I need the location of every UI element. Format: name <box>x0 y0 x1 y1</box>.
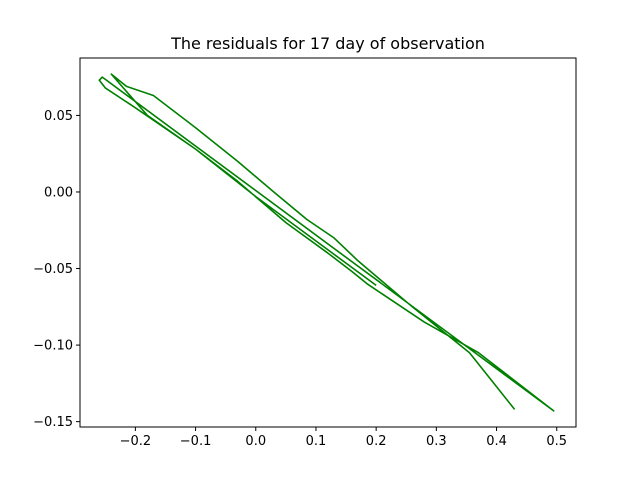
x-tick-label: 0.1 <box>306 434 327 449</box>
x-tick-label: −0.1 <box>180 434 212 449</box>
y-tick-label: 0.00 <box>44 185 73 200</box>
chart-title: The residuals for 17 day of observation <box>170 34 485 53</box>
y-tick-label: −0.10 <box>33 339 73 354</box>
y-tick-label: 0.05 <box>44 109 73 124</box>
series-line <box>98 73 555 412</box>
x-tick-label: −0.2 <box>120 434 152 449</box>
series-layer <box>98 73 555 412</box>
x-axis: −0.2 −0.1 0.0 0.1 0.2 0.3 0.4 0.5 <box>120 427 567 449</box>
y-axis: 0.05 0.00 −0.05 −0.10 −0.15 <box>33 109 80 430</box>
y-tick-label: −0.15 <box>33 415 73 430</box>
y-tick-label: −0.05 <box>33 262 73 277</box>
x-tick-label: 0.5 <box>546 434 567 449</box>
x-tick-label: 0.4 <box>486 434 507 449</box>
x-tick-label: 0.2 <box>366 434 387 449</box>
x-tick-label: 0.0 <box>245 434 266 449</box>
x-tick-label: 0.3 <box>426 434 447 449</box>
